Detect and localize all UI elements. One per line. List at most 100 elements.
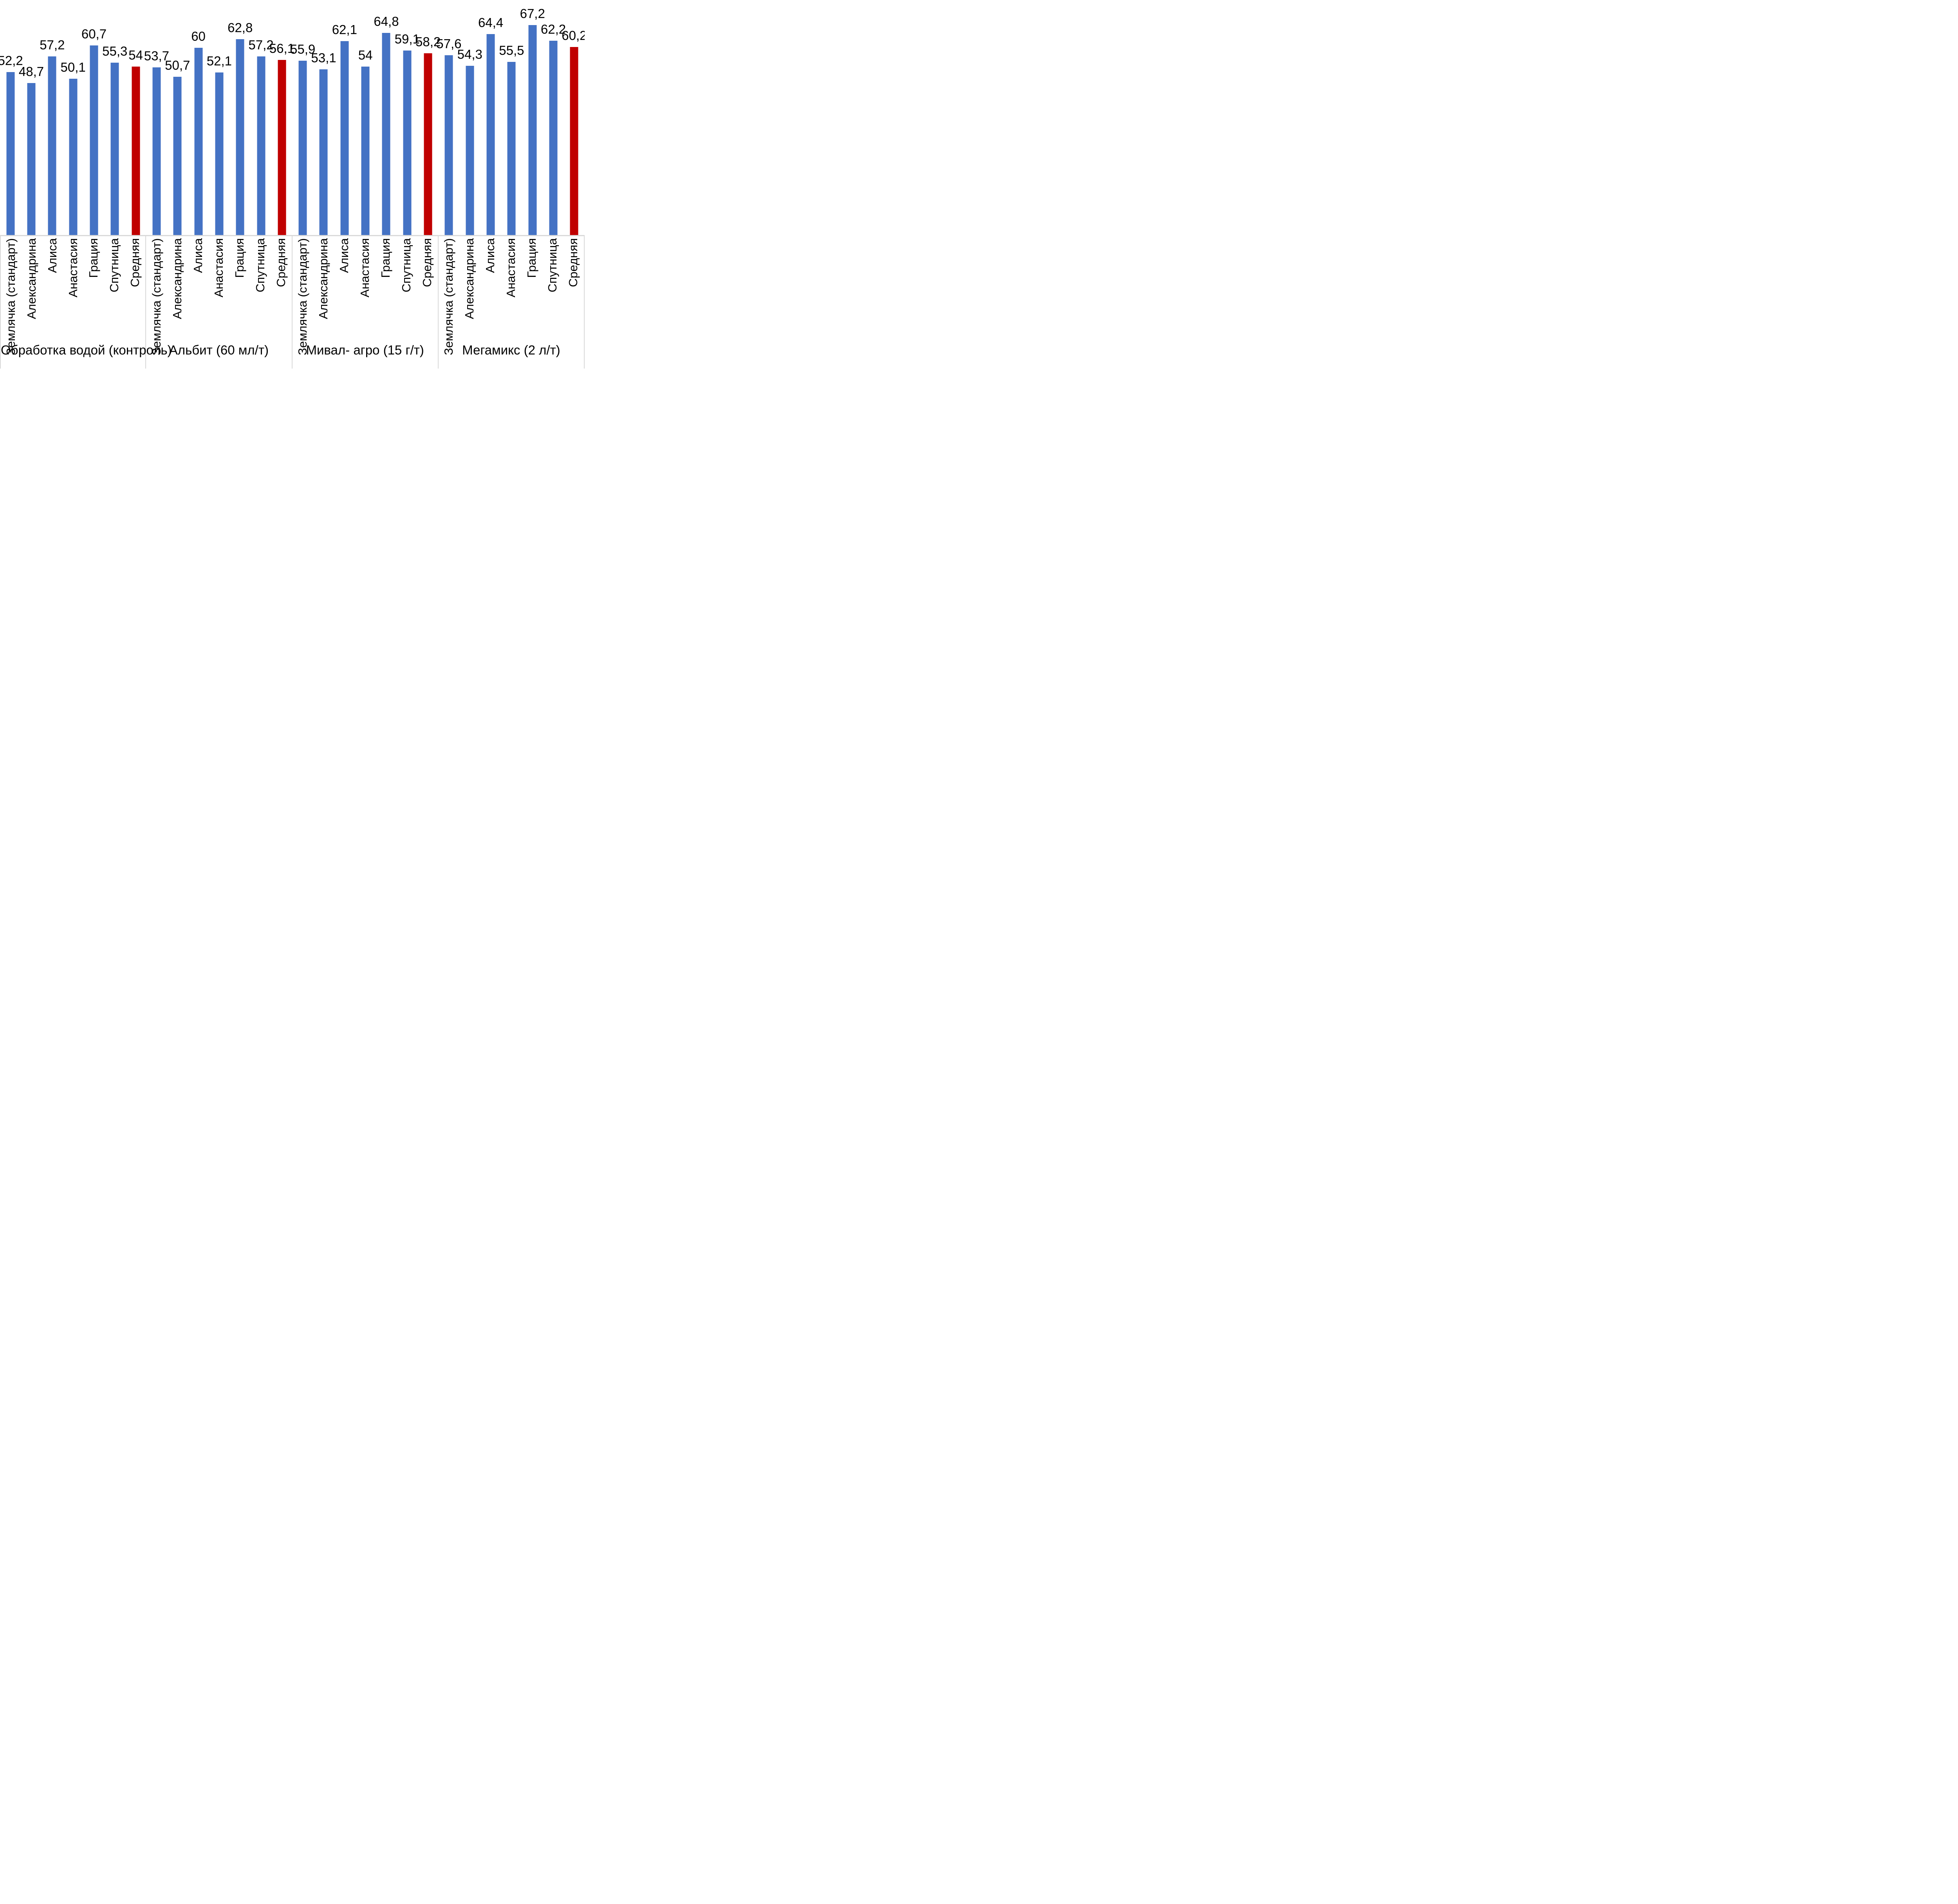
data-label: 60,7	[81, 27, 107, 42]
bar-Алиса	[194, 48, 203, 236]
bar-Спутница	[549, 41, 558, 236]
average-bar-Средняя	[424, 53, 432, 236]
bar-Александрина	[27, 83, 36, 236]
category-axis-line	[0, 235, 585, 236]
bar-slot: 50,1	[60, 0, 86, 236]
data-label: 62,2	[540, 22, 566, 37]
bar-slot: 57,6	[436, 0, 462, 236]
bar-Александрина	[466, 65, 474, 236]
data-label: 62,1	[332, 22, 357, 37]
category-label: Алиса	[191, 238, 205, 273]
category-label: Александрина	[170, 238, 184, 319]
bar-slot: 56,1	[269, 0, 294, 236]
bar-chart: 52,2 48,7 57,2 50,1 60,7 55,3 54 Землячка (стан…	[0, 0, 585, 381]
average-bar-Средняя	[132, 67, 140, 236]
category-label: Александрина	[25, 238, 39, 319]
data-label: 48,7	[18, 64, 44, 79]
group-axis-label: Мивал- агро (15 г/т)	[306, 343, 424, 357]
data-label: 54,3	[457, 47, 482, 61]
bar-slot: 60	[188, 0, 209, 236]
category-label: Александрина	[316, 238, 331, 319]
bar-slot: 62,2	[540, 0, 566, 236]
bar-Землячка (стандарт)	[298, 60, 307, 236]
bar-slot: 67,2	[520, 0, 545, 236]
bar-Спутница	[257, 56, 266, 236]
bar-slot: 52,2	[0, 0, 23, 236]
bar-slot: 62,1	[332, 0, 357, 236]
bar-slot: 57,2	[248, 0, 274, 236]
category-label: Александрина	[462, 238, 477, 319]
data-label: 60,2	[562, 28, 585, 43]
group-axis-label: Мегамикс (2 л/т)	[462, 343, 560, 357]
data-label: 56,1	[269, 41, 294, 56]
bar-slot: 54	[355, 0, 376, 236]
category-label: Средняя	[420, 238, 434, 287]
category-label-area: Землячка (стандарт) Александрина Алиса Анас…	[0, 236, 172, 369]
category-label: Анастасия	[504, 238, 518, 298]
bar-slot: 64,4	[478, 0, 503, 236]
bar-slot: 64,8	[374, 0, 399, 236]
bar-slot: 55,3	[102, 0, 127, 236]
treatment-group-3: 57,6 54,3 64,4 55,5 67,2 62,2 60,2 Землячка (ст…	[436, 0, 585, 381]
bar-slot: 55,5	[499, 0, 524, 236]
bar-Анастасия	[507, 62, 516, 236]
bar-Грация	[90, 45, 98, 236]
data-label: 52,2	[0, 53, 23, 68]
category-label: Грация	[232, 238, 246, 278]
bar-Спутница	[110, 62, 119, 236]
category-label: Алиса	[337, 238, 351, 273]
group-bars: 52,2 48,7 57,2 50,1 60,7 55,3 54	[0, 0, 146, 236]
category-label: Землячка (стандарт)	[4, 238, 18, 355]
bar-Анастасия	[215, 72, 224, 236]
bar-slot: 48,7	[18, 0, 44, 236]
category-label: Грация	[87, 238, 101, 278]
category-label: Средняя	[128, 238, 142, 287]
data-label: 59,1	[394, 32, 420, 47]
bar-slot: 58,2	[415, 0, 441, 236]
bar-Грация	[236, 39, 244, 236]
data-label: 58,2	[415, 34, 441, 49]
treatment-group-2: 55,9 53,1 62,1 54 64,8 59,1 58,2 Землячка (стан…	[290, 0, 441, 381]
bar-Анастасия	[361, 67, 370, 236]
category-label: Анастасия	[211, 238, 226, 298]
category-label-area: Землячка (стандарт) Александрина Алиса Анас…	[439, 236, 585, 369]
data-label: 53,7	[144, 49, 170, 63]
category-label: Грация	[379, 238, 393, 278]
group-bars: 55,9 53,1 62,1 54 64,8 59,1 58,2	[290, 0, 441, 236]
data-label: 50,1	[60, 60, 86, 75]
data-label: 57,6	[436, 36, 462, 51]
treatment-group-1: 53,7 50,7 60 52,1 62,8 57,2 56,1 Землячка (стан…	[144, 0, 294, 381]
data-label: 67,2	[520, 6, 545, 21]
data-label: 64,8	[374, 14, 399, 29]
data-label: 55,5	[499, 43, 524, 58]
category-label: Алиса	[483, 238, 497, 273]
bar-Грация	[382, 33, 390, 236]
category-label: Алиса	[45, 238, 59, 273]
group-axis-label: Альбит (60 мл/т)	[169, 343, 269, 357]
category-label-area: Землячка (стандарт) Александрина Алиса Анас…	[293, 236, 439, 369]
data-label: 57,2	[40, 38, 65, 52]
data-label: 53,1	[311, 51, 336, 65]
data-label: 54	[358, 48, 373, 62]
bar-slot: 60,7	[81, 0, 107, 236]
bar-slot: 62,8	[228, 0, 253, 236]
category-label: Средняя	[274, 238, 288, 287]
bar-Алиса	[48, 56, 56, 236]
bar-Алиса	[486, 34, 495, 236]
bar-slot: 53,1	[311, 0, 336, 236]
treatment-group-0: 52,2 48,7 57,2 50,1 60,7 55,3 54 Землячка (стан…	[0, 0, 172, 381]
bar-Грация	[528, 25, 537, 236]
data-label: 52,1	[206, 54, 232, 69]
bar-slot: 53,7	[144, 0, 170, 236]
category-label: Землячка (стандарт)	[296, 238, 310, 355]
data-label: 54	[128, 48, 143, 62]
bar-slot: 54,3	[457, 0, 482, 236]
data-label: 57,2	[248, 38, 274, 52]
group-axis-label: Обработка водой (контроль)	[1, 343, 172, 357]
data-label: 55,9	[290, 42, 316, 56]
group-bars: 57,6 54,3 64,4 55,5 67,2 62,2 60,2	[436, 0, 585, 236]
bar-Землячка (стандарт)	[6, 72, 15, 236]
bar-Землячка (стандарт)	[444, 55, 453, 236]
bar-slot: 57,2	[40, 0, 65, 236]
bar-slot: 55,9	[290, 0, 316, 236]
